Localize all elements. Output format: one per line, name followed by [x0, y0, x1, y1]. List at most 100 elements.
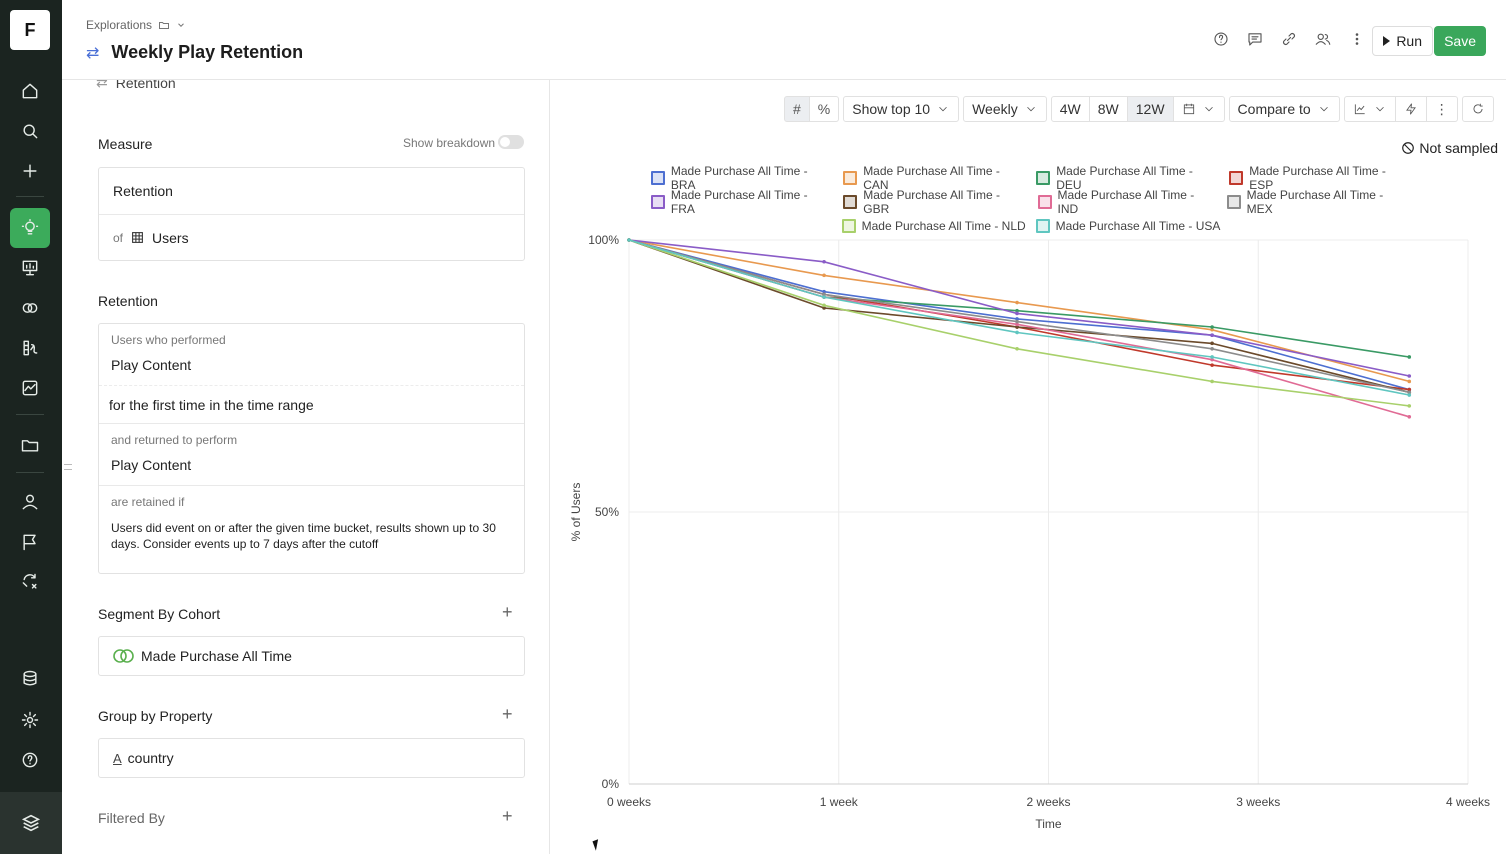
refresh-icon [1473, 103, 1483, 114]
page-title[interactable]: Weekly Play Retention [111, 42, 304, 62]
gear-icon[interactable] [10, 703, 50, 737]
legend-item[interactable]: Made Purchase All Time - CAN [843, 164, 1026, 192]
legend-item[interactable]: Made Purchase All Time - ESP [1229, 164, 1411, 192]
not-sampled-indicator[interactable]: Not sampled [1401, 140, 1498, 156]
entity-label: Users [152, 229, 189, 246]
panel-resize-handle[interactable] [64, 464, 72, 470]
measure-entity[interactable]: of Users [99, 214, 524, 260]
previous-item-label: Retention [115, 80, 176, 91]
page-title-row: ⇄ Weekly Play Retention [86, 42, 303, 63]
save-button[interactable]: Save [1434, 26, 1486, 56]
add-group-button[interactable]: + [502, 704, 513, 724]
retained-block[interactable]: are retained if Users did event on or af… [99, 485, 524, 552]
first-time-text[interactable]: for the first time in the time range [99, 385, 524, 423]
legend-item[interactable]: Made Purchase All Time - MEX [1226, 188, 1411, 216]
database-icon[interactable] [10, 662, 50, 696]
data-point [1210, 333, 1214, 337]
refresh-button[interactable] [1461, 96, 1494, 122]
y-tick-label: 100% [588, 233, 619, 247]
users-icon[interactable] [1314, 30, 1332, 48]
legend-item[interactable]: Made Purchase All Time - FRA [651, 188, 833, 216]
legend-label: Made Purchase All Time - ESP [1249, 164, 1386, 192]
chevron-down-icon[interactable] [176, 20, 186, 30]
series-line [628, 239, 1410, 358]
compare-dropdown[interactable]: Compare to [1228, 96, 1340, 122]
user-icon[interactable] [10, 485, 50, 519]
show-breakdown-toggle[interactable] [498, 135, 524, 149]
data-point [1407, 379, 1412, 384]
legend-item[interactable]: Made Purchase All Time - NLD [841, 219, 1026, 233]
breadcrumb[interactable]: Explorations [86, 18, 186, 32]
link-icon[interactable] [1280, 30, 1298, 48]
metrics-icon[interactable] [10, 331, 50, 365]
data-point [1210, 357, 1214, 362]
lightning-icon [1405, 103, 1416, 115]
count-format-button[interactable]: # [784, 96, 810, 122]
percent-format-button[interactable]: % [809, 96, 840, 122]
range-12w[interactable]: 12W [1127, 96, 1174, 122]
help-icon[interactable] [10, 743, 50, 777]
chevron-down-icon [1026, 106, 1035, 112]
legend-swatch [1037, 195, 1052, 209]
segment-box[interactable]: Made Purchase All Time [98, 636, 525, 676]
y-tick-label: 0% [602, 777, 620, 791]
more-icon[interactable] [1348, 30, 1366, 48]
experiment-icon[interactable] [10, 565, 50, 599]
data-point [1015, 300, 1019, 305]
lightbulb-icon[interactable] [10, 208, 50, 248]
measure-metric[interactable]: Retention [99, 168, 524, 214]
legend-item[interactable]: Made Purchase All Time - USA [1035, 219, 1220, 233]
legend-item[interactable]: Made Purchase All Time - DEU [1036, 164, 1219, 192]
flag-icon[interactable] [10, 525, 50, 559]
date-range-button[interactable] [1173, 96, 1225, 122]
return-event[interactable]: Play Content [111, 457, 192, 473]
run-button[interactable]: Run [1372, 26, 1433, 56]
cohort-icon[interactable] [10, 291, 50, 325]
range-8w[interactable]: 8W [1089, 96, 1128, 122]
retention-title: Retention [98, 293, 158, 309]
chart-more-button[interactable]: ⋮ [1426, 96, 1458, 122]
legend-swatch [651, 195, 665, 209]
returned-block[interactable]: and returned to perform Play Content [99, 423, 524, 485]
group-box[interactable]: A country [98, 738, 525, 778]
percent-icon: % [817, 101, 831, 117]
data-point [1210, 355, 1214, 359]
home-icon[interactable] [10, 74, 50, 108]
search-icon[interactable] [10, 114, 50, 148]
first-event[interactable]: Play Content [111, 357, 192, 373]
comment-icon[interactable] [1246, 30, 1264, 48]
segment-title: Segment By Cohort [98, 606, 221, 622]
range-group: 4W 8W 12W [1050, 96, 1225, 122]
data-point [1015, 319, 1019, 324]
legend-swatch [843, 195, 858, 209]
legend-swatch [1035, 219, 1050, 233]
insights-button[interactable] [1395, 96, 1427, 122]
hash-icon: # [793, 101, 801, 117]
add-filter-button[interactable]: + [502, 806, 513, 826]
chart-type-button[interactable] [1343, 96, 1396, 122]
breadcrumb-label[interactable]: Explorations [86, 18, 153, 32]
help-icon[interactable] [1212, 30, 1230, 48]
add-segment-button[interactable]: + [502, 602, 513, 622]
show-top-dropdown[interactable]: Show top 10 [843, 96, 960, 122]
layers-icon[interactable] [0, 792, 62, 854]
range-4w[interactable]: 4W [1050, 96, 1090, 122]
folder-icon[interactable] [10, 428, 50, 462]
retention-box: Users who performed Play Content for the… [98, 323, 525, 574]
series-line [628, 239, 1410, 377]
calendar-icon [1183, 103, 1194, 115]
app-logo[interactable]: F [10, 10, 50, 50]
series-line [628, 239, 1410, 396]
chart-icon[interactable] [10, 371, 50, 405]
presentation-icon[interactable] [10, 251, 50, 285]
legend-item[interactable]: Made Purchase All Time - IND [1037, 188, 1217, 216]
previous-item[interactable]: ⇄ Retention [96, 80, 176, 91]
x-tick-label: 2 weeks [1026, 795, 1070, 809]
legend-item[interactable]: Made Purchase All Time - BRA [651, 164, 833, 192]
plus-icon[interactable] [10, 154, 50, 188]
interval-dropdown[interactable]: Weekly [963, 96, 1047, 122]
data-point [1210, 327, 1214, 332]
legend-item[interactable]: Made Purchase All Time - GBR [843, 188, 1027, 216]
performed-block[interactable]: Users who performed Play Content [99, 324, 524, 373]
swap-icon[interactable]: ⇄ [86, 44, 100, 62]
